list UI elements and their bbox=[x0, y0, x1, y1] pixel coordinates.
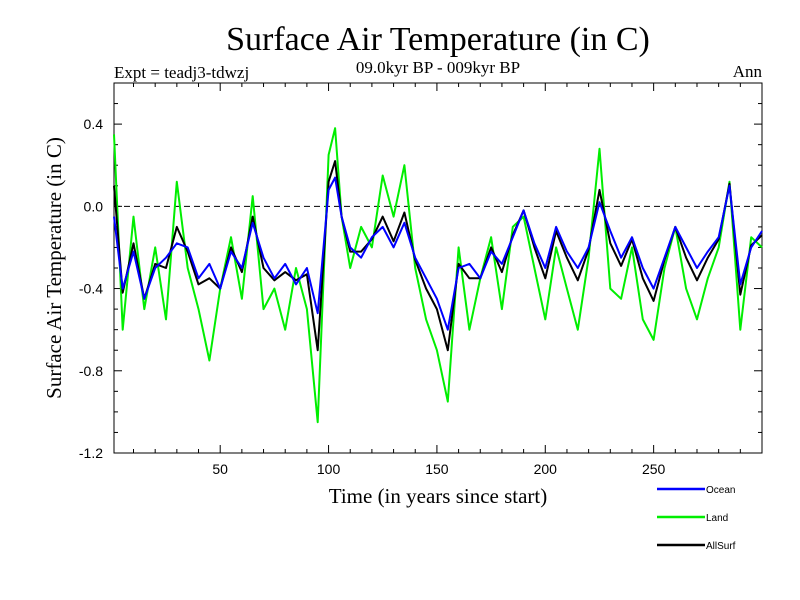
y-tick-label: -1.2 bbox=[79, 445, 103, 461]
x-tick-label: 250 bbox=[642, 461, 666, 477]
legend: Ocean Land AllSurf bbox=[657, 485, 736, 552]
x-axis-label: Time (in years since start) bbox=[329, 484, 548, 508]
legend-label-allsurf: AllSurf bbox=[706, 541, 736, 552]
experiment-label: Expt = teadj3-tdwzj bbox=[114, 63, 249, 82]
y-tick-label: 0.4 bbox=[84, 116, 104, 132]
y-tick-label: -0.4 bbox=[79, 281, 103, 297]
series-lines bbox=[113, 127, 763, 424]
axis-ticks: 50 100 150 200 250 -1.2 -0.8 -0.4 0.0 0.4 bbox=[79, 82, 762, 477]
plot-area: 50 100 150 200 250 -1.2 -0.8 -0.4 0.0 0.4 bbox=[79, 82, 763, 477]
series-line-land bbox=[113, 127, 763, 424]
y-tick-label: -0.8 bbox=[79, 363, 103, 379]
x-tick-label: 200 bbox=[534, 461, 558, 477]
legend-label-land: Land bbox=[706, 513, 728, 524]
y-tick-label: 0.0 bbox=[84, 198, 104, 214]
y-axis-label: Surface Air Temperature (in C) bbox=[42, 137, 66, 399]
x-tick-label: 150 bbox=[425, 461, 449, 477]
period-label: 09.0kyr BP - 009kyr BP bbox=[356, 58, 520, 77]
legend-label-ocean: Ocean bbox=[706, 485, 735, 496]
x-tick-label: 50 bbox=[212, 461, 228, 477]
x-tick-label: 100 bbox=[317, 461, 341, 477]
series-line-ocean bbox=[113, 176, 763, 331]
chart-title: Surface Air Temperature (in C) bbox=[226, 21, 650, 58]
season-label: Ann bbox=[733, 62, 763, 81]
